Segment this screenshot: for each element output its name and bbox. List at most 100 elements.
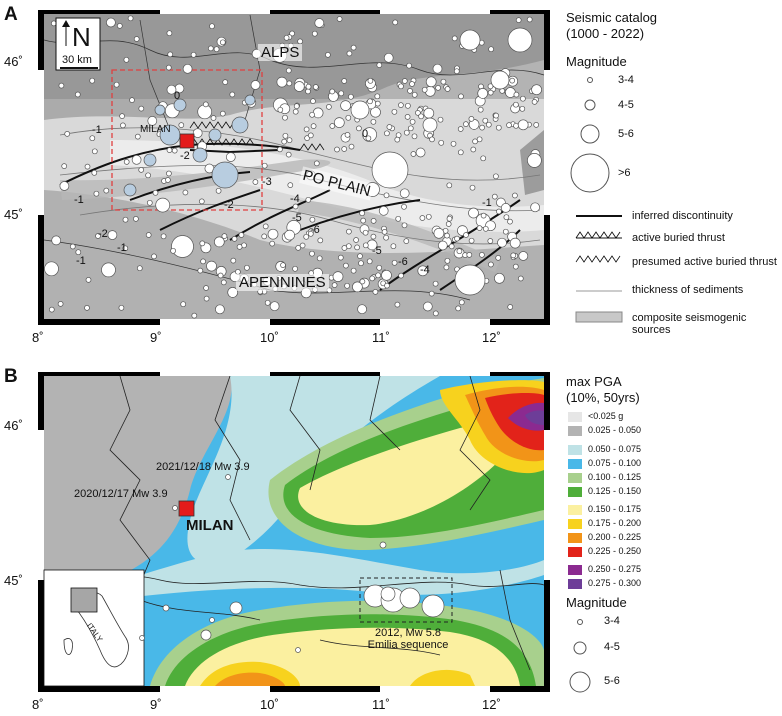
earthquake-circle [359, 210, 365, 217]
earthquake-circle [331, 282, 338, 288]
earthquake-circle [359, 278, 366, 285]
earthquake-circle [463, 232, 469, 238]
contour-label: -5 [372, 245, 382, 257]
pga-swatch [568, 565, 582, 575]
earthquake-circle [344, 282, 350, 289]
earthquake-circle [506, 122, 512, 128]
earthquake-circle [343, 262, 349, 269]
earthquake-circle [206, 260, 217, 272]
earthquake-circle [61, 163, 68, 169]
earthquake-circle [410, 151, 417, 157]
earthquake-circle [367, 77, 374, 84]
earthquake-circle [269, 301, 280, 312]
earthquake-circle [515, 17, 522, 23]
earthquake-circle [391, 108, 398, 115]
contour-label: -2 [224, 199, 234, 211]
earthquake-circle [476, 225, 483, 231]
earthquake-circle [505, 87, 516, 98]
earthquake-circle [472, 138, 478, 145]
earthquake-circle [341, 146, 348, 152]
earthquake-circle [202, 101, 209, 108]
pga-class-label: 0.050 - 0.075 [588, 444, 642, 454]
earthquake-circle [103, 187, 110, 194]
pga-class-label: 0.150 - 0.175 [588, 504, 642, 514]
lon-10-a: 10˚ [260, 330, 279, 345]
earthquake-circle [311, 30, 318, 37]
earthquake-circle [394, 301, 401, 308]
earthquake-circle [374, 93, 381, 100]
earthquake-circle [101, 262, 116, 278]
earthquake-circle [527, 153, 542, 168]
earthquake-circle [419, 215, 426, 221]
earthquake-circle [432, 280, 439, 287]
mag-5-6-b: 5-6 [604, 675, 620, 687]
earthquake-circle [292, 203, 299, 210]
earthquake-circle [276, 76, 288, 88]
earthquake-circle [383, 192, 390, 199]
contour-label: -6 [398, 256, 408, 268]
earthquake-circle [129, 97, 135, 103]
earthquake-circle [326, 104, 332, 110]
earthquake-circle [231, 236, 238, 242]
earthquake-circle [307, 230, 314, 237]
earthquake-circle [334, 146, 340, 153]
earthquake-circle [145, 232, 152, 238]
earthquake-circle [366, 258, 373, 265]
earthquake-circle [459, 29, 481, 51]
earthquake-circle [197, 267, 204, 274]
earthquake-circle [350, 44, 357, 51]
contour-label: -1 [76, 255, 86, 267]
pga-class-label: 0.025 - 0.050 [588, 425, 642, 435]
earthquake-circle [93, 190, 100, 197]
earthquake-circle [495, 255, 502, 261]
north-letter: N [72, 22, 91, 52]
earthquake-circle [262, 223, 269, 230]
contour-label: -2 [98, 228, 108, 240]
earthquake-circle [421, 86, 428, 93]
lon-9-a: 9˚ [150, 330, 162, 345]
earthquake-circle [118, 304, 125, 311]
earthquake-circle [409, 118, 416, 125]
magnitude-circles-b [569, 619, 591, 693]
earthquake-circle [401, 222, 408, 229]
earthquake-circle [453, 68, 460, 75]
earthquake-circle [362, 229, 369, 236]
panel-b-letter: B [4, 366, 18, 387]
contour-label: -3 [262, 176, 272, 188]
earthquake-circle [146, 199, 153, 206]
earthquake-circle [192, 128, 203, 138]
earthquake-circle [381, 229, 388, 235]
earthquake-circle [213, 46, 220, 53]
earthquake-circle [463, 121, 469, 127]
lon-8-a: 8˚ [32, 330, 44, 345]
earthquake-circle [425, 213, 432, 220]
earthquake-circle [136, 265, 143, 272]
earthquake-circle [57, 301, 64, 307]
lat-46-b: 46˚ [4, 418, 23, 433]
mag-4-5-b: 4-5 [604, 641, 620, 653]
earthquake-circle [352, 281, 363, 293]
earthquake-circle [429, 136, 435, 143]
earthquake-circle [468, 116, 475, 122]
panel-a-letter: A [4, 4, 18, 25]
earthquake-circle [411, 133, 418, 140]
earthquake-circle [381, 269, 392, 281]
earthquake-circle [422, 301, 433, 312]
earthquake-circle [479, 252, 485, 258]
earthquake-circle [58, 82, 65, 89]
earthquake-circle [345, 114, 352, 121]
earthquake-circle [190, 51, 197, 58]
earthquake-circle [454, 264, 486, 296]
earthquake-circle [513, 122, 519, 129]
earthquake-circle [219, 110, 226, 117]
earthquake-circle [513, 101, 519, 108]
earthquake-circle [444, 257, 451, 264]
earthquake-circle [350, 267, 357, 274]
earthquake-circle [229, 91, 236, 98]
earthquake-circle [84, 305, 90, 311]
legend-inferred-discontinuity: inferred discontinuity [632, 210, 733, 222]
earthquake-circle [401, 78, 408, 84]
earthquake-circle [133, 36, 140, 42]
earthquake-circle [418, 113, 424, 120]
earthquake-circle [479, 124, 485, 131]
